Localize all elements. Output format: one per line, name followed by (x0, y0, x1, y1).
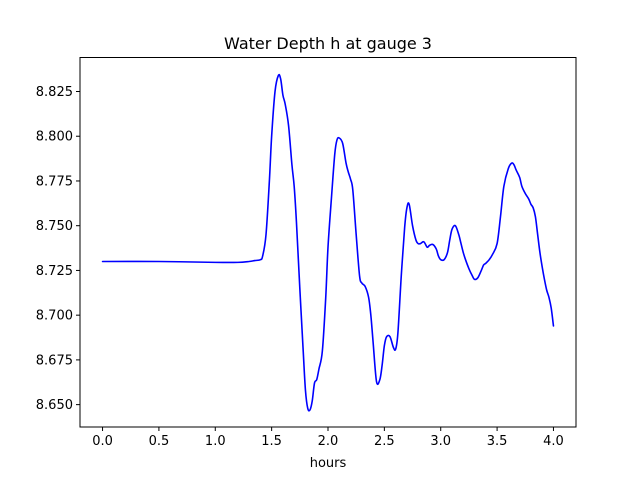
y-tick-label: 8.775 (36, 174, 73, 189)
x-axis: 0.0 0.5 1.0 1.5 2.0 2.5 3.0 3.5 4.0 (92, 427, 564, 449)
x-tick-label: 1.5 (261, 434, 282, 449)
y-axis: 8.650 8.675 8.700 8.725 8.750 8.775 8.800 8.825 (36, 85, 80, 413)
y-tick-label: 8.700 (36, 309, 73, 324)
y-tick-label: 8.800 (36, 130, 73, 145)
x-tick-label: 1.0 (205, 434, 226, 449)
y-tick-label: 8.725 (36, 264, 73, 279)
y-tick-label: 8.675 (36, 353, 73, 368)
chart-title: Water Depth h at gauge 3 (224, 34, 432, 53)
x-tick-label: 2.5 (374, 434, 395, 449)
x-tick-label: 4.0 (543, 434, 564, 449)
plot-area (101, 73, 555, 412)
y-tick-label: 8.650 (36, 398, 73, 413)
x-axis-label: hours (310, 456, 347, 471)
series-line (101, 73, 555, 412)
axes-frame (79, 57, 577, 428)
x-tick-label: 3.0 (430, 434, 451, 449)
x-tick-label: 3.5 (487, 434, 508, 449)
y-tick-label: 8.825 (36, 85, 73, 100)
x-tick-label: 2.0 (318, 434, 339, 449)
y-tick-label: 8.750 (36, 219, 73, 234)
x-tick-label: 0.0 (92, 434, 113, 449)
x-tick-label: 0.5 (149, 434, 170, 449)
